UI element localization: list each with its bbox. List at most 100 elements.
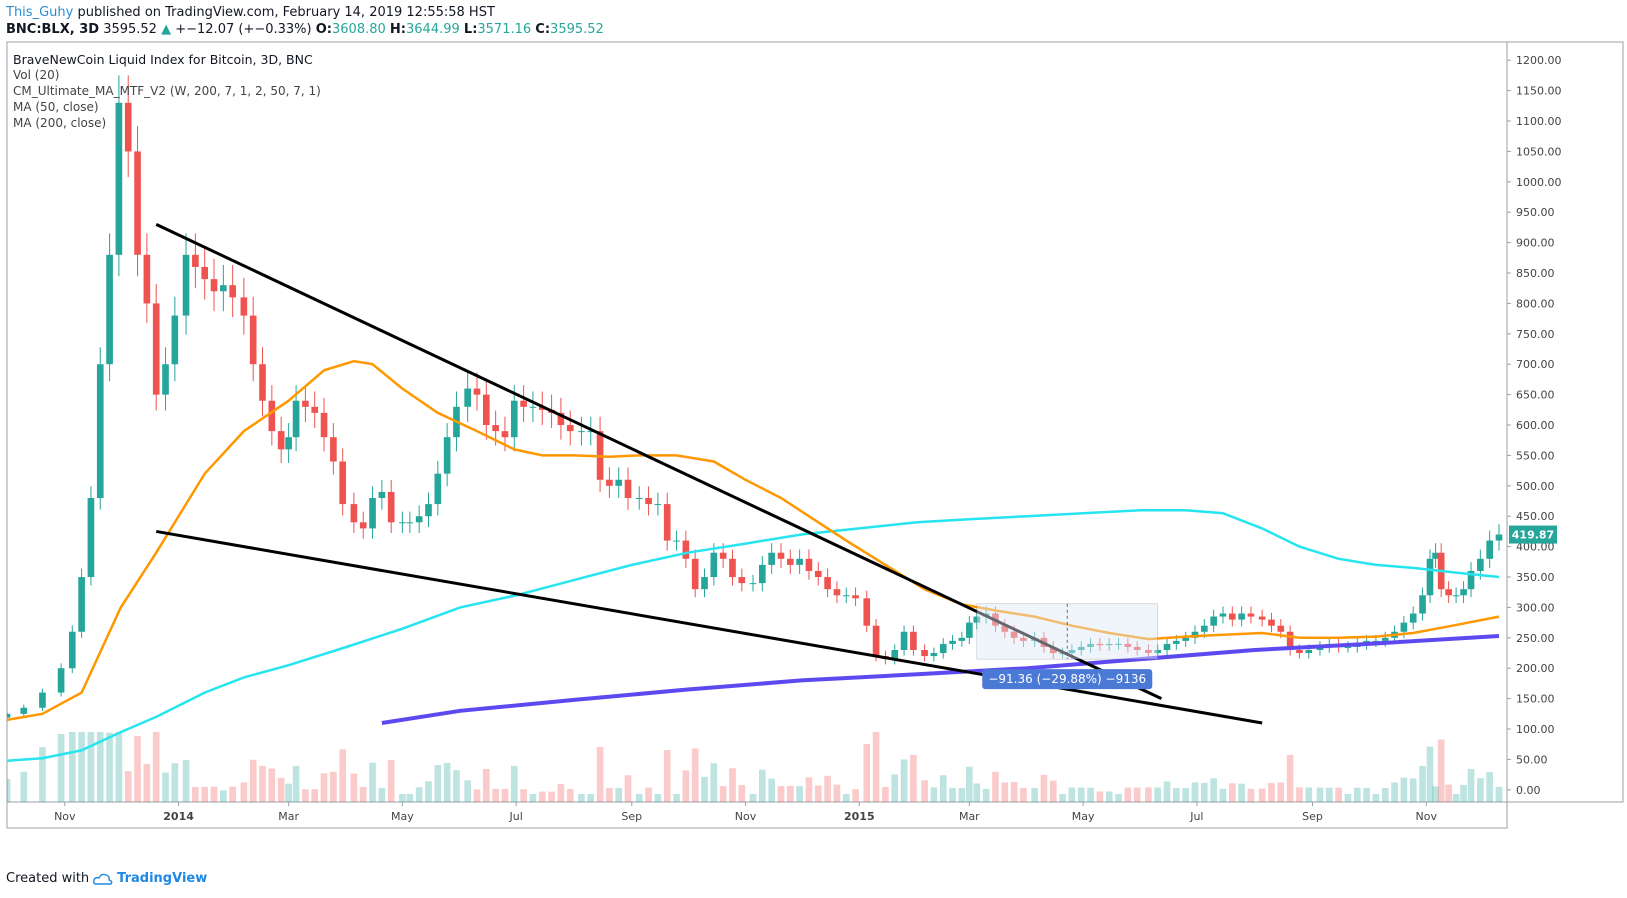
candle-body	[1020, 637, 1027, 641]
volume-bar	[1363, 787, 1370, 802]
volume-bar	[1344, 794, 1352, 802]
candle-body	[1191, 631, 1199, 638]
publish-line: This_Guhy published on TradingView.com, …	[6, 5, 495, 20]
created-with-label: Created with	[6, 871, 90, 886]
volume-bar	[482, 769, 490, 802]
candle-body	[842, 595, 850, 597]
price-tick-label: 200.00	[1516, 662, 1555, 675]
volume-bar	[1460, 784, 1467, 802]
candle-body	[359, 522, 367, 529]
volume-bar	[796, 786, 803, 802]
candle-body	[192, 254, 199, 267]
candle-body	[473, 388, 481, 395]
time-tick-label: May	[1072, 810, 1095, 823]
volume-bar	[520, 789, 527, 802]
volume-bar	[1105, 791, 1113, 802]
candle-body	[1077, 646, 1085, 650]
candle-body	[162, 364, 169, 395]
candle-body	[201, 266, 209, 280]
volume-bar	[387, 759, 395, 802]
author-link[interactable]: This_Guhy	[6, 5, 74, 20]
candle-body	[654, 504, 662, 506]
candle-body	[520, 400, 527, 407]
low-value: 3571.16	[477, 22, 532, 37]
candle-body	[1163, 643, 1171, 650]
candle-body	[578, 431, 585, 433]
volume-bar	[973, 783, 981, 802]
legend-ma200[interactable]: MA (200, close)	[13, 116, 107, 130]
volume-bar	[1145, 787, 1152, 802]
volume-bar	[939, 775, 947, 802]
candle-body	[1228, 613, 1236, 620]
volume-bar	[453, 770, 460, 802]
volume-bar	[882, 787, 889, 802]
candle-body	[292, 400, 300, 438]
price-tick-label: 1150.00	[1516, 85, 1562, 98]
volume-bar	[277, 777, 285, 802]
low-label: L:	[463, 22, 478, 37]
volume-bar	[548, 791, 555, 802]
candle-body	[369, 498, 376, 529]
trendline	[155, 529, 1263, 725]
candle-body	[1419, 595, 1426, 614]
candle-body	[749, 583, 757, 585]
candle-body	[768, 552, 775, 565]
candle-body	[1238, 613, 1245, 620]
volume-bar	[1452, 794, 1460, 802]
candle-body	[302, 400, 309, 407]
candle-body	[1010, 631, 1018, 638]
candle-body	[1210, 616, 1217, 626]
volume-bar	[768, 778, 775, 802]
volume-bar	[596, 746, 604, 802]
candle-body	[1486, 540, 1493, 559]
candle-body	[492, 425, 499, 432]
tradingview-brand[interactable]: TradingView	[117, 871, 208, 886]
volume-bar	[182, 759, 190, 802]
volume-bar	[510, 765, 518, 802]
volume-bar	[1191, 782, 1199, 802]
volume-bar	[663, 750, 671, 802]
volume-bar	[1173, 787, 1180, 802]
candle-body	[966, 622, 973, 638]
candle-body	[1286, 631, 1294, 650]
candle-body	[443, 437, 451, 474]
volume-bar	[330, 771, 337, 802]
candle-body	[1409, 613, 1417, 623]
volume-bar	[691, 748, 699, 802]
volume-bar	[1247, 788, 1255, 802]
current-price-label: 419.87	[1512, 529, 1554, 542]
volume-bar	[1325, 787, 1333, 802]
candle-body	[606, 479, 613, 486]
volume-bar	[1096, 791, 1104, 802]
legend-ma50[interactable]: MA (50, close)	[13, 100, 99, 114]
volume-bar	[1077, 787, 1085, 802]
up-arrow-icon: ▲	[161, 22, 172, 37]
volume-bar	[1059, 794, 1066, 802]
volume-bar	[1182, 788, 1190, 802]
volume-bar	[87, 732, 95, 802]
candle-body	[796, 558, 803, 565]
candle-body	[587, 431, 595, 433]
candle-body	[1460, 589, 1467, 596]
candle-body	[691, 558, 699, 590]
publish-info: published on TradingView.com, February 1…	[77, 5, 495, 20]
close-label: C:	[535, 22, 551, 37]
volume-bar	[359, 787, 367, 802]
legend-cm[interactable]: CM_Ultimate_MA_MTF_V2 (W, 200, 7, 1, 2, …	[13, 84, 321, 98]
candle-body	[729, 558, 736, 578]
legend-vol[interactable]: Vol (20)	[13, 68, 60, 82]
candle-body	[20, 707, 28, 714]
candle-body	[106, 254, 113, 365]
volume-bar	[57, 734, 65, 802]
candle-body	[501, 431, 509, 438]
candle-body	[673, 540, 680, 542]
price-tick-label: 1050.00	[1516, 145, 1562, 158]
candle-body	[378, 491, 386, 498]
price-tick-label: 250.00	[1516, 632, 1555, 645]
candle-body	[1426, 558, 1434, 596]
volume-bar	[1133, 787, 1141, 802]
candle-body	[930, 653, 938, 657]
volume-bar	[1154, 787, 1162, 802]
volume-bar	[729, 768, 736, 802]
